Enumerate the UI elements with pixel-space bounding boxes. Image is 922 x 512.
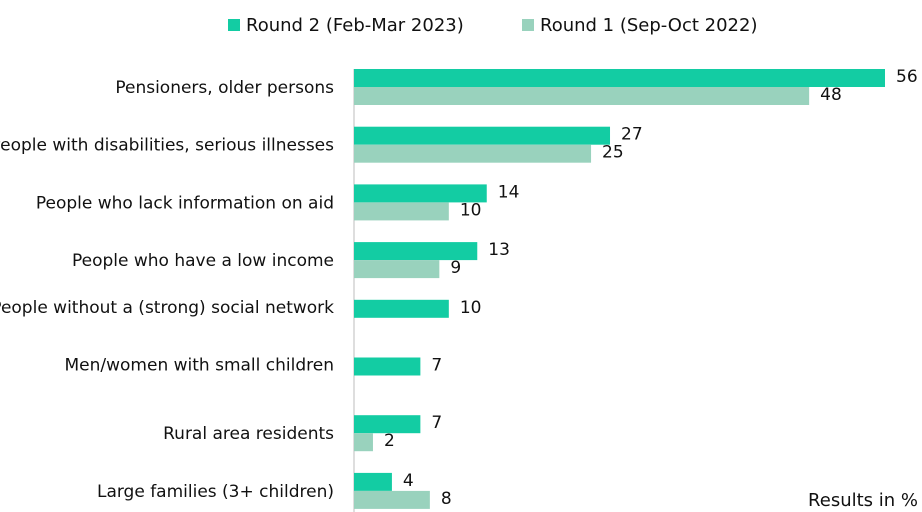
value-label-round-1: 25	[602, 143, 624, 163]
bar-round-2	[354, 472, 392, 491]
value-label-round-2: 56	[896, 67, 918, 87]
value-label-round-2: 13	[488, 240, 510, 260]
legend: Round 2 (Feb-Mar 2023) Round 1 (Sep-Oct 2…	[228, 15, 757, 36]
value-label-round-2: 27	[621, 125, 643, 145]
category-label: People who lack information on aid	[36, 193, 334, 213]
value-label-round-1: 48	[820, 85, 842, 105]
bar-round-2	[354, 69, 885, 87]
category-label: People with disabilities, serious illnes…	[0, 136, 334, 156]
value-label-round-2: 7	[431, 413, 442, 433]
bar-round-2	[354, 299, 449, 318]
category-label: People who have a low income	[72, 251, 334, 271]
bar-round-1	[354, 87, 810, 105]
value-label-round-1: 9	[450, 258, 461, 278]
bars	[354, 69, 885, 509]
bar-round-1	[354, 433, 373, 452]
bar-round-2	[354, 126, 611, 145]
value-label-round-1: 2	[384, 431, 395, 451]
bar-round-1	[354, 490, 430, 509]
bar-round-1	[354, 144, 592, 163]
bar-round-1	[354, 202, 449, 221]
legend-label-2: Round 1 (Sep-Oct 2022)	[540, 15, 757, 36]
category-label: People without a (strong) social network	[0, 298, 334, 318]
bar-round-2	[354, 184, 487, 203]
bar-round-1	[354, 260, 440, 279]
results-note: Results in %	[808, 490, 918, 511]
category-label: Large families (3+ children)	[97, 482, 334, 502]
value-label-round-2: 7	[431, 356, 442, 376]
bar-round-2	[354, 242, 478, 261]
value-label-round-2: 10	[460, 298, 482, 318]
bar-round-2	[354, 415, 421, 434]
value-label-round-1: 10	[460, 200, 482, 220]
value-label-round-2: 14	[498, 182, 520, 202]
legend-swatch-2	[522, 19, 534, 31]
category-label: Men/women with small children	[65, 356, 335, 376]
legend-swatch-1	[228, 19, 240, 31]
legend-label-1: Round 2 (Feb-Mar 2023)	[246, 15, 464, 36]
category-label: Rural area residents	[163, 424, 334, 444]
bar-round-2	[354, 357, 421, 376]
category-labels: Pensioners, older persons People with dis…	[0, 78, 334, 502]
value-label-round-1: 8	[441, 489, 452, 509]
category-label: Pensioners, older persons	[115, 78, 334, 98]
value-label-round-2: 4	[403, 471, 414, 491]
